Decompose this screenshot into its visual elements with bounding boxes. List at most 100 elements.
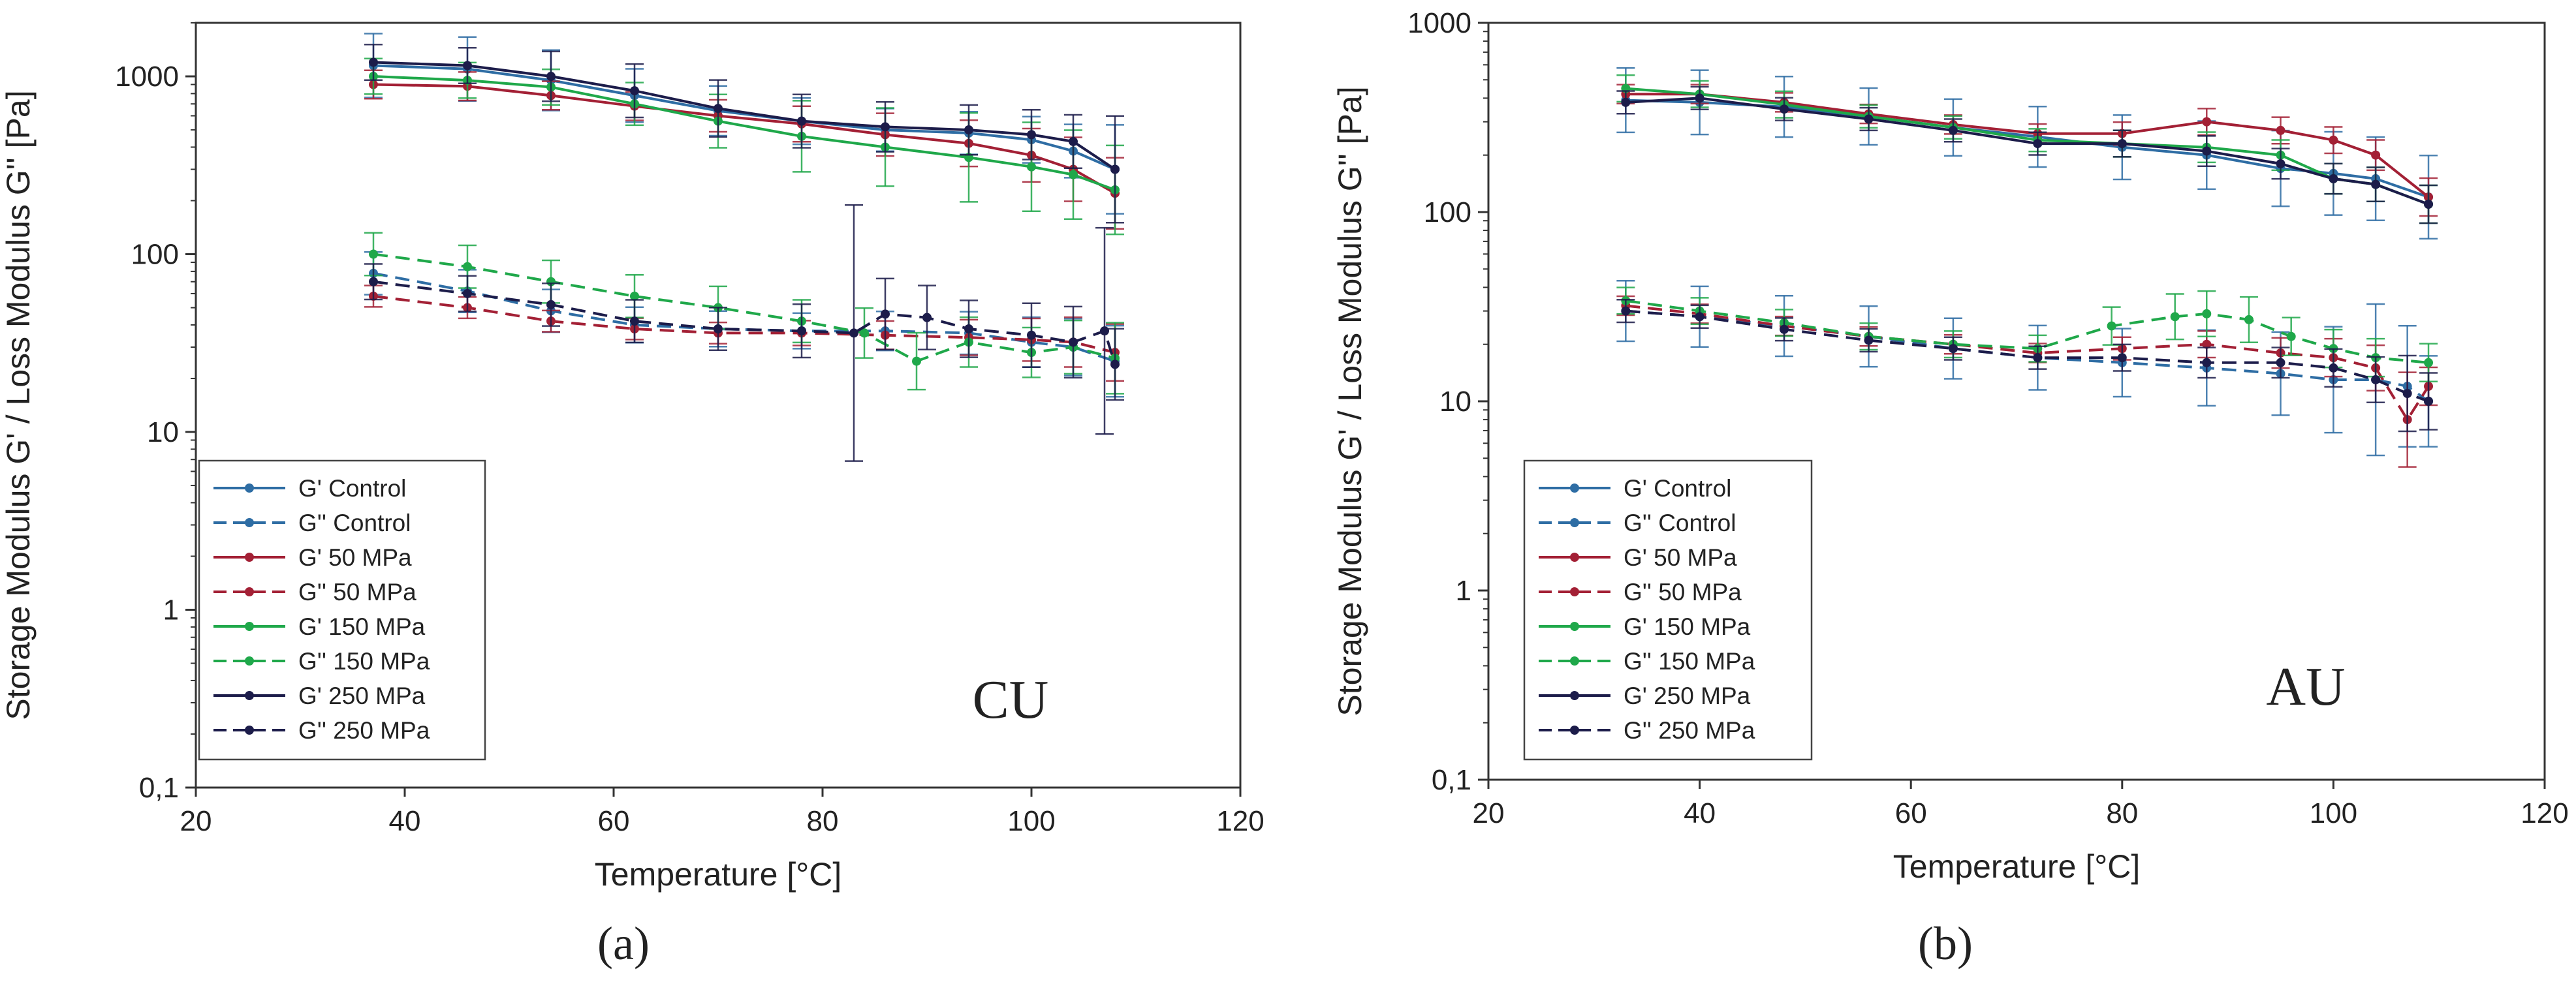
legend-marker — [1570, 691, 1579, 700]
legend-entry: G'' 50 MPa — [1624, 579, 1742, 606]
data-point — [1069, 337, 1078, 347]
x-tick-label: 80 — [2106, 797, 2138, 829]
series-g-250-mpa — [364, 204, 1124, 462]
legend: G' Control G'' Control G' 50 MPa G'' 50 MPa… — [1523, 459, 1813, 761]
x-tick-label: 40 — [1684, 797, 1716, 829]
legend-entry: G'' 150 MPa — [298, 648, 430, 675]
y-tick-label: 0,1 — [1432, 764, 1471, 796]
y-tick-label: 100 — [1424, 196, 1471, 228]
y-tick-label: 0,1 — [139, 772, 179, 804]
data-point — [2329, 174, 2338, 183]
legend-entry: G'' 150 MPa — [1624, 648, 1755, 675]
data-point — [2170, 312, 2180, 322]
legend-entry: G' Control — [298, 475, 406, 502]
series-line — [373, 295, 1116, 354]
data-point — [881, 122, 890, 132]
data-point — [2202, 358, 2212, 367]
data-point — [630, 291, 639, 301]
y-tick-label: 1 — [163, 594, 179, 626]
x-axis-label: Temperature [°C] — [595, 856, 841, 893]
data-point — [1864, 114, 1874, 124]
legend-entry: G' 150 MPa — [298, 613, 426, 640]
data-point — [369, 249, 378, 259]
x-tick-label: 60 — [598, 805, 630, 837]
data-point — [463, 262, 472, 271]
data-point — [1069, 170, 1078, 179]
legend-entry: G' 250 MPa — [298, 683, 426, 709]
series-line — [1626, 93, 2430, 198]
series-line — [1626, 299, 2429, 364]
x-tick-label: 40 — [389, 805, 421, 837]
plot-frame — [195, 22, 1242, 789]
data-point — [630, 316, 639, 326]
data-point — [1110, 164, 1120, 174]
legend-entry: G' 50 MPa — [298, 544, 412, 571]
data-point — [1621, 306, 1631, 316]
x-tick-label: 20 — [1473, 797, 1505, 829]
y-axis-label: Storage Modulus G' / Loss Modulus G'' [P… — [1332, 86, 1368, 716]
data-point — [1027, 330, 1036, 340]
data-point — [369, 57, 378, 67]
data-point — [463, 288, 472, 298]
legend-box — [198, 459, 486, 761]
x-tick-label: 60 — [1895, 797, 1927, 829]
y-tick-label: 1000 — [115, 61, 179, 93]
series-line — [1626, 309, 2429, 403]
data-point — [922, 313, 932, 322]
series-g-control — [364, 33, 1124, 215]
data-point — [797, 326, 806, 336]
x-tick-label: 80 — [807, 805, 839, 837]
data-point — [2033, 139, 2043, 149]
y-tick-label: 1 — [1456, 575, 1471, 607]
data-point — [630, 86, 639, 96]
legend-marker — [1570, 483, 1579, 493]
series-g-250-mpa — [1616, 85, 2438, 224]
legend-entry: G'' 50 MPa — [298, 579, 416, 606]
data-point — [1948, 125, 1958, 135]
legend-entry: G'' 250 MPa — [1624, 717, 1755, 744]
data-point — [2107, 321, 2116, 331]
y-tick-label: 10 — [1439, 386, 1471, 418]
data-point — [860, 328, 869, 338]
data-point — [1695, 93, 1704, 103]
legend-marker — [245, 656, 254, 666]
data-point — [2329, 135, 2338, 145]
data-point — [369, 277, 378, 286]
legend-marker — [1570, 587, 1579, 596]
data-point — [546, 72, 556, 82]
x-tick-label: 20 — [180, 805, 212, 837]
legend-marker — [245, 691, 254, 700]
data-point — [463, 61, 472, 70]
data-point — [2371, 375, 2381, 384]
legend-marker — [245, 553, 254, 562]
data-point — [1069, 136, 1078, 146]
legend-entry: G' 250 MPa — [1624, 683, 1751, 709]
data-point — [1027, 162, 1036, 172]
series-line — [373, 280, 1116, 365]
series-line — [373, 253, 1116, 363]
legend-marker — [245, 483, 254, 493]
data-point — [2202, 309, 2212, 318]
series-g-control — [1616, 67, 2438, 240]
data-point — [714, 324, 723, 334]
legend: G' Control G'' Control G' 50 MPa G'' 50 MPa… — [198, 459, 486, 761]
series-line — [373, 83, 1116, 194]
series-g-150-mpa — [364, 232, 1124, 395]
data-point — [2424, 199, 2434, 209]
data-point — [964, 125, 973, 135]
data-point — [2244, 314, 2254, 324]
data-point — [881, 309, 890, 319]
data-point — [1780, 104, 1789, 114]
series-line — [373, 61, 1116, 171]
legend-marker — [245, 622, 254, 631]
series-g-control — [364, 251, 1124, 398]
data-point — [2117, 139, 2127, 149]
series-line — [1626, 99, 2429, 198]
legend-marker — [245, 726, 254, 735]
data-point — [546, 299, 556, 309]
data-point — [797, 116, 806, 126]
data-point — [849, 328, 858, 338]
data-point — [2371, 179, 2381, 189]
legend-marker — [1570, 622, 1579, 631]
